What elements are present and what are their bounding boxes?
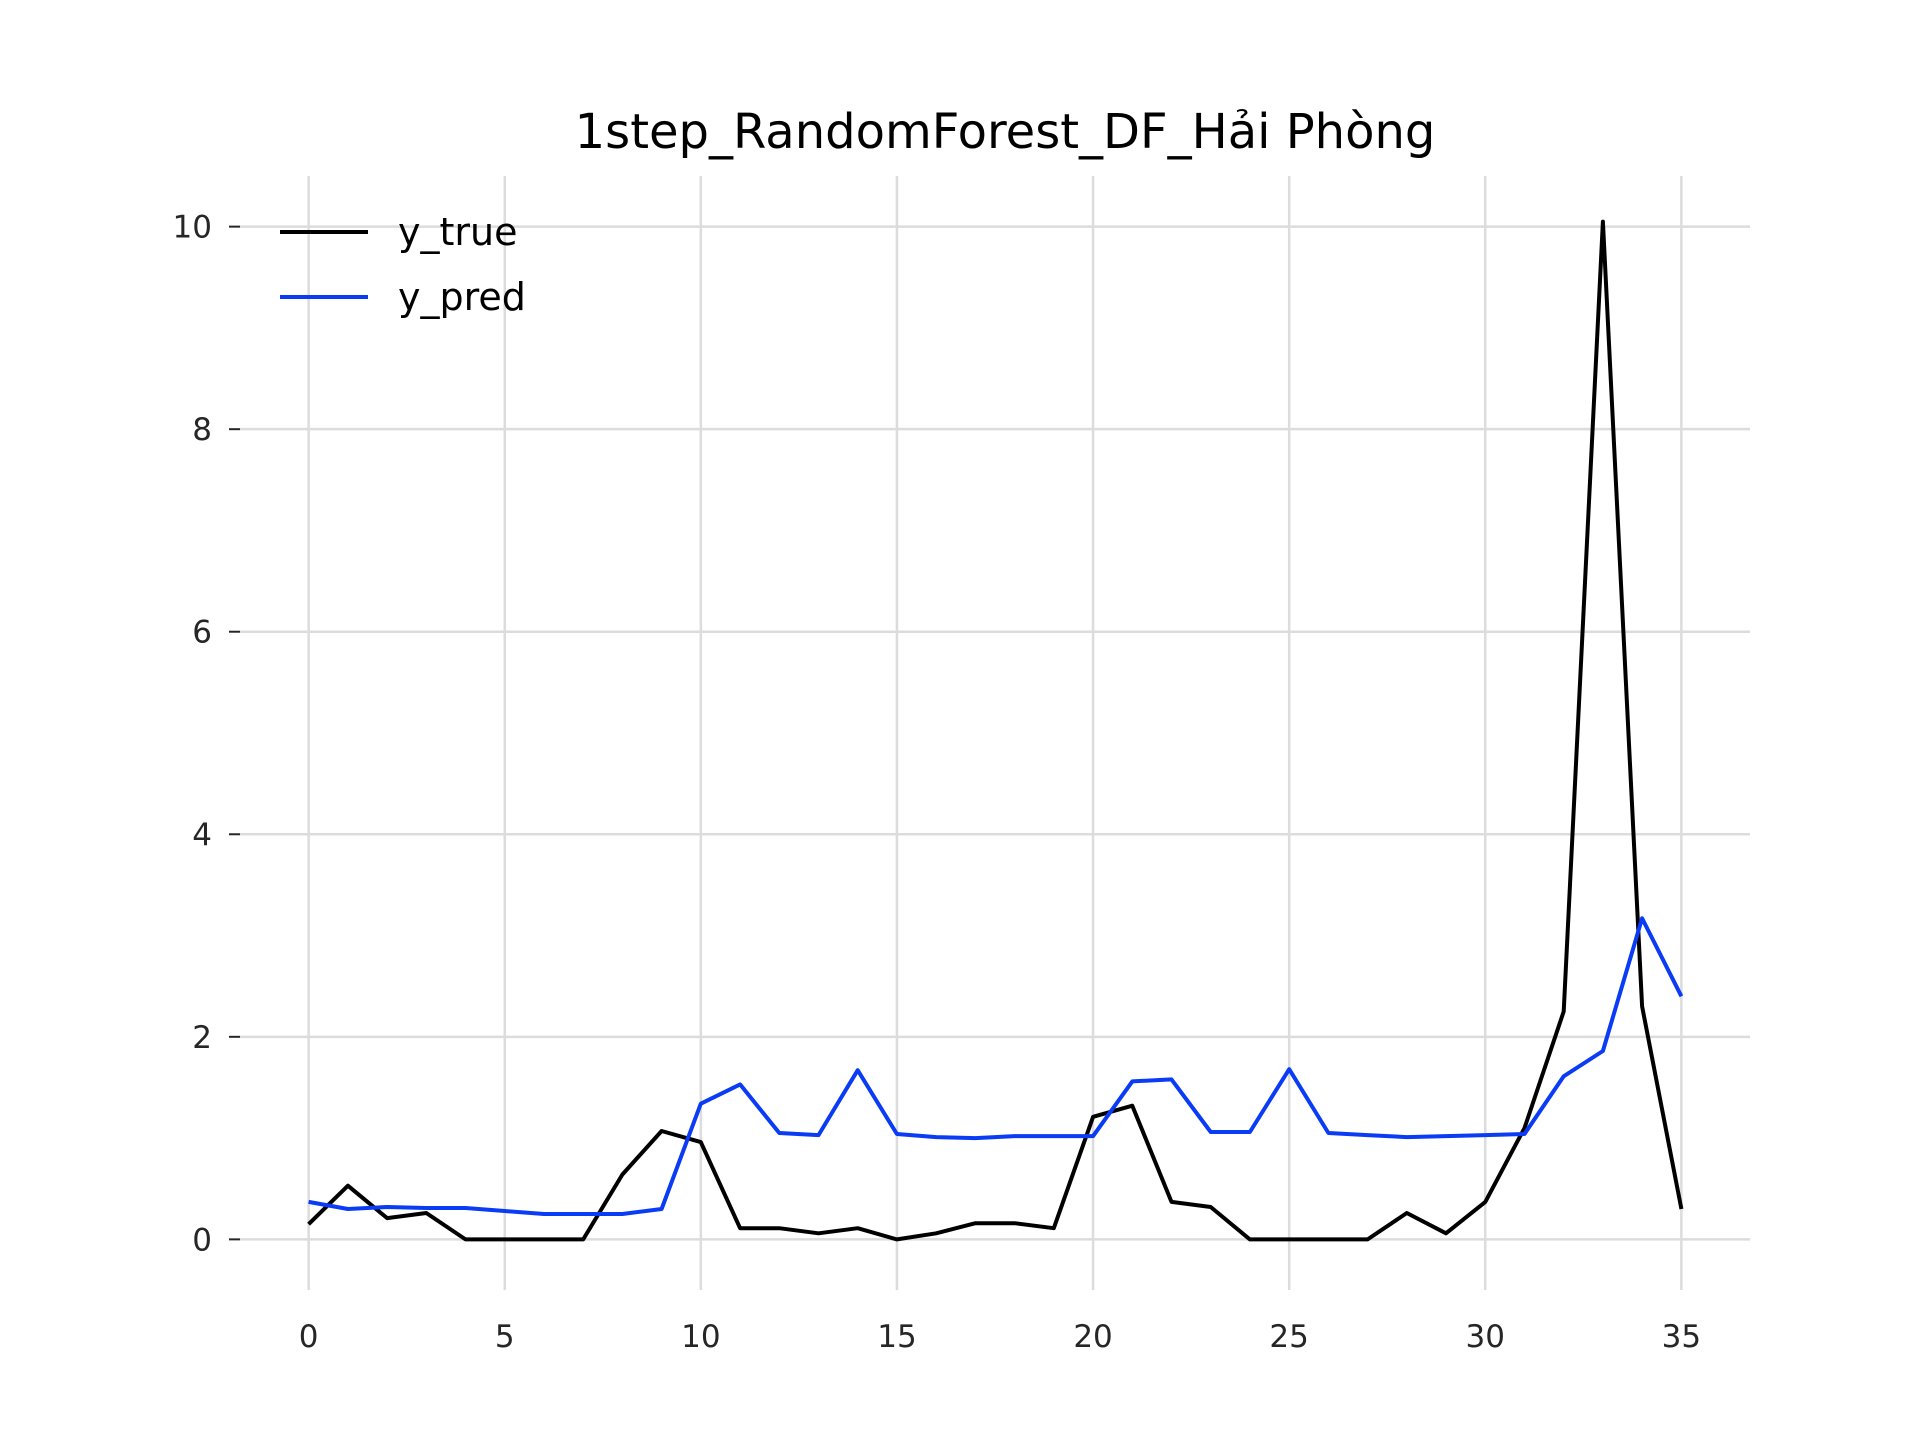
- axis-ticks: 0 5 10 15 20 25 30 35 0 2 4 6 8 10: [173, 210, 1702, 1355]
- y-tick-label: 10: [173, 210, 212, 246]
- y-tick-label: 4: [192, 817, 212, 853]
- x-tick-label: 20: [1073, 1319, 1112, 1355]
- chart-title: 1step_RandomForest_DF_Hải Phòng: [575, 104, 1436, 160]
- y-tick-label: 6: [192, 615, 212, 651]
- legend-label-y-true: y_true: [398, 210, 517, 254]
- grid: [240, 176, 1750, 1290]
- x-tick-label: 5: [495, 1319, 515, 1355]
- legend: y_true y_pred: [280, 210, 526, 319]
- x-tick-label: 15: [877, 1319, 916, 1355]
- series-group: [307, 219, 1684, 1242]
- series-line-y-pred: [308, 916, 1684, 1216]
- x-tick-label: 30: [1466, 1319, 1505, 1355]
- legend-label-y-pred: y_pred: [398, 275, 526, 319]
- x-tick-label: 35: [1662, 1319, 1701, 1355]
- y-tick-label: 8: [192, 412, 212, 448]
- x-tick-label: 25: [1269, 1319, 1308, 1355]
- series-line-y-true: [307, 219, 1684, 1242]
- y-tick-label: 2: [192, 1020, 212, 1056]
- x-tick-label: 0: [299, 1319, 319, 1355]
- y-tick-label: 0: [192, 1222, 212, 1258]
- x-tick-label: 10: [681, 1319, 720, 1355]
